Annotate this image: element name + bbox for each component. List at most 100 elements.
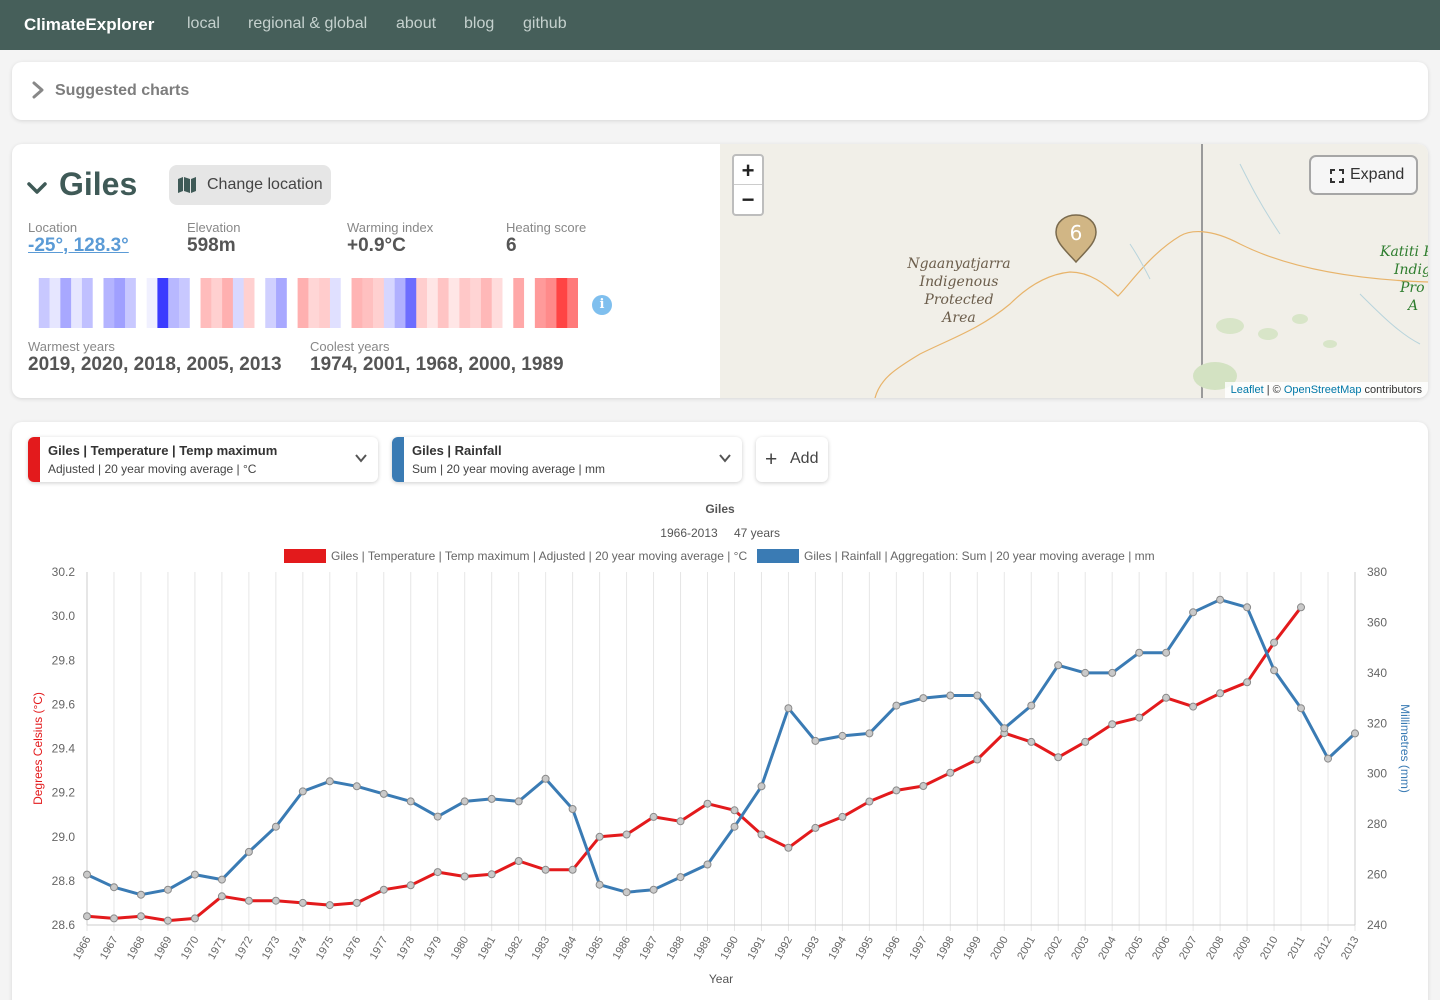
x-tick-label: 2007 bbox=[1177, 935, 1200, 962]
warming-index-value: +0.9°C bbox=[347, 235, 406, 257]
warming-stripe bbox=[319, 278, 330, 328]
warming-stripe bbox=[211, 278, 222, 328]
warming-stripe bbox=[114, 278, 125, 328]
warming-stripe bbox=[233, 278, 244, 328]
data-point bbox=[191, 871, 198, 878]
warming-stripe bbox=[492, 278, 503, 328]
y-axis-left-title: Degrees Celsius (°C) bbox=[31, 692, 45, 805]
leaflet-link[interactable]: Leaflet bbox=[1231, 384, 1264, 396]
change-location-button[interactable]: Change location bbox=[169, 165, 331, 205]
x-tick-label: 1974 bbox=[287, 935, 310, 962]
nav-link-local[interactable]: local bbox=[187, 15, 220, 33]
series-line bbox=[87, 600, 1355, 895]
data-point bbox=[569, 866, 576, 873]
x-tick-label: 1967 bbox=[98, 935, 121, 962]
warming-stripe bbox=[427, 278, 438, 328]
y-tick-right: 280 bbox=[1367, 817, 1387, 831]
location-map[interactable]: 6 + − Expand Ngaanyatjarra Indigenous Pr… bbox=[720, 144, 1428, 398]
data-point bbox=[542, 775, 549, 782]
data-point bbox=[515, 858, 522, 865]
data-point bbox=[515, 798, 522, 805]
zoom-out-button[interactable]: − bbox=[734, 185, 762, 214]
x-tick-label: 1992 bbox=[772, 935, 795, 962]
data-point bbox=[839, 813, 846, 820]
x-tick-label: 1970 bbox=[179, 935, 202, 962]
y-tick-left: 29.6 bbox=[52, 697, 76, 711]
data-point bbox=[623, 831, 630, 838]
x-tick-label: 1973 bbox=[260, 935, 283, 962]
x-tick-label: 2004 bbox=[1096, 935, 1119, 962]
data-point bbox=[1190, 609, 1197, 616]
data-point bbox=[596, 881, 603, 888]
x-tick-label: 1987 bbox=[638, 935, 661, 962]
data-point bbox=[488, 795, 495, 802]
expand-map-button[interactable]: Expand bbox=[1309, 155, 1418, 195]
data-point bbox=[1163, 649, 1170, 656]
data-point bbox=[138, 891, 145, 898]
map-katiti-label: Katiti P Indig Pro A bbox=[1380, 243, 1428, 315]
x-tick-label: 2002 bbox=[1042, 935, 1065, 962]
series-title: Giles | Temperature | Temp maximum bbox=[48, 443, 277, 458]
data-point bbox=[947, 769, 954, 776]
y-tick-left: 28.6 bbox=[52, 918, 76, 932]
data-point bbox=[326, 778, 333, 785]
x-tick-label: 1991 bbox=[745, 935, 768, 962]
warming-stripe bbox=[60, 278, 71, 328]
nav-link-about[interactable]: about bbox=[396, 15, 436, 33]
data-point bbox=[1055, 662, 1062, 669]
brand-logo[interactable]: ClimateExplorer bbox=[24, 15, 154, 35]
add-series-button[interactable]: + Add bbox=[756, 437, 828, 482]
data-point bbox=[1190, 703, 1197, 710]
data-point bbox=[974, 692, 981, 699]
data-point bbox=[461, 798, 468, 805]
chevron-down-icon[interactable] bbox=[26, 177, 48, 199]
y-tick-right: 300 bbox=[1367, 767, 1387, 781]
series-selector-temperature[interactable]: Giles | Temperature | Temp maximum Adjus… bbox=[28, 437, 378, 482]
warming-index-label: Warming index bbox=[347, 220, 433, 235]
x-tick-label: 1990 bbox=[718, 935, 741, 962]
heating-score-label: Heating score bbox=[506, 220, 586, 235]
x-tick-label: 1989 bbox=[691, 935, 714, 962]
osm-link[interactable]: OpenStreetMap bbox=[1284, 384, 1362, 396]
nav-link-github[interactable]: github bbox=[523, 15, 567, 33]
data-point bbox=[1136, 714, 1143, 721]
data-point bbox=[1217, 596, 1224, 603]
series-selector-rainfall[interactable]: Giles | Rainfall Sum | 20 year moving av… bbox=[392, 437, 742, 482]
data-point bbox=[299, 788, 306, 795]
data-point bbox=[569, 806, 576, 813]
y-tick-left: 30.0 bbox=[52, 609, 76, 623]
data-point bbox=[731, 823, 738, 830]
y-tick-right: 360 bbox=[1367, 615, 1387, 629]
warming-stripe bbox=[470, 278, 481, 328]
x-tick-label: 1979 bbox=[422, 935, 445, 962]
data-point bbox=[1325, 755, 1332, 762]
data-point bbox=[111, 884, 118, 891]
location-name: Giles bbox=[59, 166, 137, 203]
x-tick-label: 1981 bbox=[476, 935, 499, 962]
nav-link-regional-global[interactable]: regional & global bbox=[248, 15, 367, 33]
data-point bbox=[1055, 754, 1062, 761]
x-tick-label: 2012 bbox=[1312, 935, 1335, 962]
data-point bbox=[1082, 669, 1089, 676]
zoom-in-button[interactable]: + bbox=[734, 156, 762, 185]
y-tick-left: 29.4 bbox=[52, 742, 76, 756]
data-point bbox=[245, 848, 252, 855]
warming-stripe bbox=[416, 278, 427, 328]
y-axis-right-title: Millimetres (mm) bbox=[1398, 704, 1412, 793]
y-tick-right: 260 bbox=[1367, 868, 1387, 882]
nav-link-blog[interactable]: blog bbox=[464, 15, 494, 33]
warming-stripe bbox=[125, 278, 136, 328]
data-point bbox=[272, 897, 279, 904]
warmest-years-value: 2019, 2020, 2018, 2005, 2013 bbox=[28, 354, 282, 376]
coolest-years-value: 1974, 2001, 1968, 2000, 1989 bbox=[310, 354, 564, 376]
expand-map-label: Expand bbox=[1350, 166, 1404, 184]
data-point bbox=[353, 783, 360, 790]
data-point bbox=[272, 823, 279, 830]
x-tick-label: 1984 bbox=[557, 935, 580, 962]
suggested-charts-panel[interactable]: Suggested charts bbox=[12, 62, 1428, 120]
info-icon[interactable]: i bbox=[592, 295, 612, 315]
climate-chart: Giles1966-2013 47 yearsGiles | Temperatur… bbox=[12, 422, 1428, 1000]
warming-stripe bbox=[265, 278, 276, 328]
location-coordinates-link[interactable]: -25°, 128.3° bbox=[28, 235, 129, 257]
chevron-down-icon bbox=[718, 451, 732, 465]
